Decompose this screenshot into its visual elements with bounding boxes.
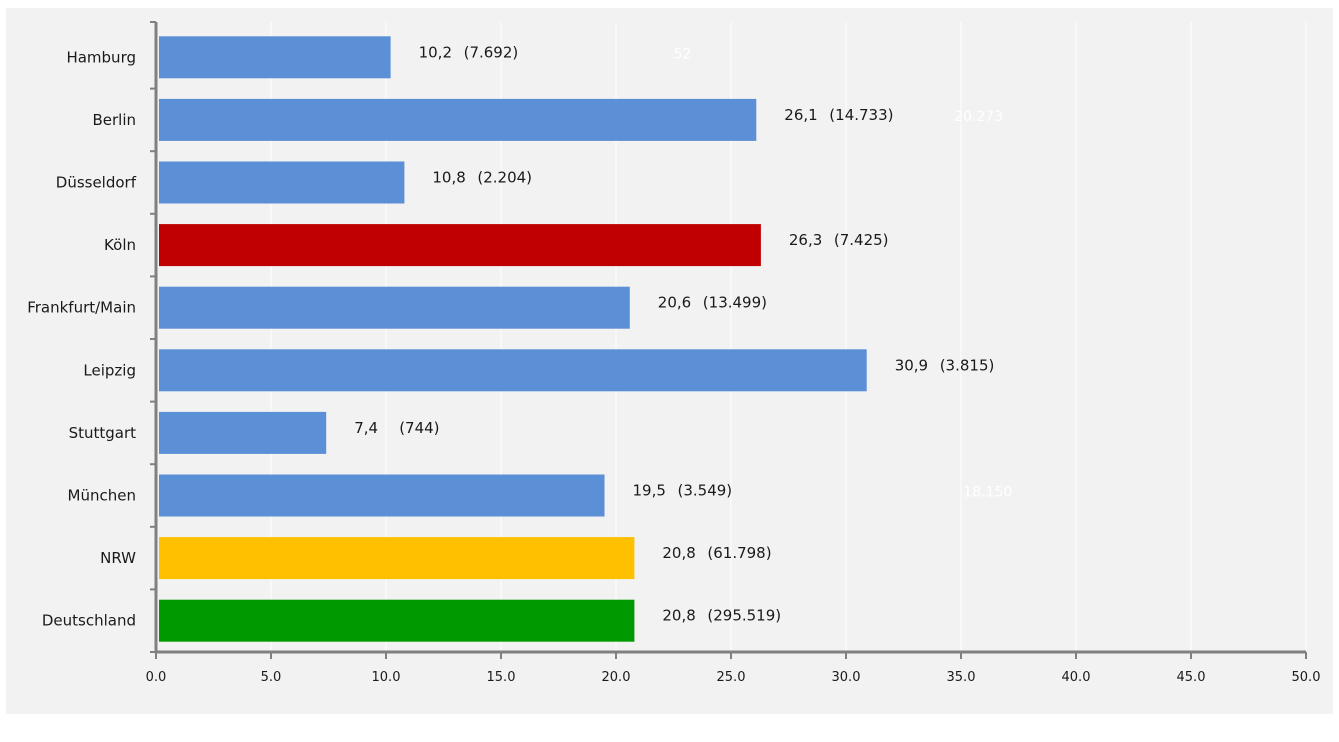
count-label: (61.798) bbox=[707, 544, 771, 562]
category-label: NRW bbox=[100, 549, 136, 567]
bar bbox=[159, 161, 405, 204]
x-tick-label: 20.0 bbox=[602, 670, 631, 685]
count-label: (295.519) bbox=[707, 607, 781, 625]
category-label: Berlin bbox=[92, 111, 136, 129]
value-label: 10,2 bbox=[419, 43, 452, 61]
bar bbox=[159, 98, 757, 141]
bar bbox=[159, 349, 867, 392]
value-label: 26,1 bbox=[784, 106, 817, 124]
count-label: (3.815) bbox=[940, 356, 995, 374]
category-label: Leipzig bbox=[83, 361, 136, 379]
count-label: (2.204) bbox=[477, 169, 532, 187]
faint-annotation: 18.150 bbox=[963, 485, 1012, 501]
count-label: (744) bbox=[399, 419, 439, 437]
category-label: Köln bbox=[104, 236, 136, 254]
count-label: (3.549) bbox=[678, 482, 733, 500]
count-label: (7.425) bbox=[834, 231, 889, 249]
x-tick-label: 40.0 bbox=[1062, 670, 1091, 685]
value-label: 20,8 bbox=[662, 544, 695, 562]
faint-annotation: 20.273 bbox=[954, 109, 1003, 125]
value-label: 19,5 bbox=[633, 482, 666, 500]
bar bbox=[159, 286, 630, 329]
category-label: Deutschland bbox=[42, 612, 136, 630]
bar bbox=[159, 36, 391, 79]
x-tick-label: 0.0 bbox=[146, 670, 167, 685]
x-tick-label: 30.0 bbox=[832, 670, 861, 685]
category-label: Stuttgart bbox=[69, 424, 137, 442]
bar bbox=[159, 599, 635, 642]
x-tick-label: 50.0 bbox=[1292, 670, 1321, 685]
bar bbox=[159, 224, 761, 267]
count-label: (13.499) bbox=[703, 294, 767, 312]
bar bbox=[159, 474, 605, 517]
x-tick-label: 25.0 bbox=[717, 670, 746, 685]
category-label: Düsseldorf bbox=[56, 174, 137, 192]
faint-annotation: 52 bbox=[674, 46, 692, 62]
count-label: (7.692) bbox=[464, 43, 519, 61]
x-tick-label: 10.0 bbox=[372, 670, 401, 685]
x-tick-label: 45.0 bbox=[1177, 670, 1206, 685]
bar bbox=[159, 537, 635, 580]
x-tick-label: 5.0 bbox=[261, 670, 282, 685]
bar bbox=[159, 411, 327, 454]
value-label: 20,6 bbox=[658, 294, 691, 312]
x-tick-label: 15.0 bbox=[487, 670, 516, 685]
value-label: 20,8 bbox=[662, 607, 695, 625]
value-label: 26,3 bbox=[789, 231, 822, 249]
value-label: 7,4 bbox=[354, 419, 378, 437]
x-tick-label: 35.0 bbox=[947, 670, 976, 685]
value-label: 10,8 bbox=[432, 169, 465, 187]
value-label: 30,9 bbox=[895, 356, 928, 374]
count-label: (14.733) bbox=[829, 106, 893, 124]
category-label: Frankfurt/Main bbox=[27, 299, 136, 317]
category-label: Hamburg bbox=[66, 48, 136, 66]
category-label: München bbox=[68, 487, 136, 505]
